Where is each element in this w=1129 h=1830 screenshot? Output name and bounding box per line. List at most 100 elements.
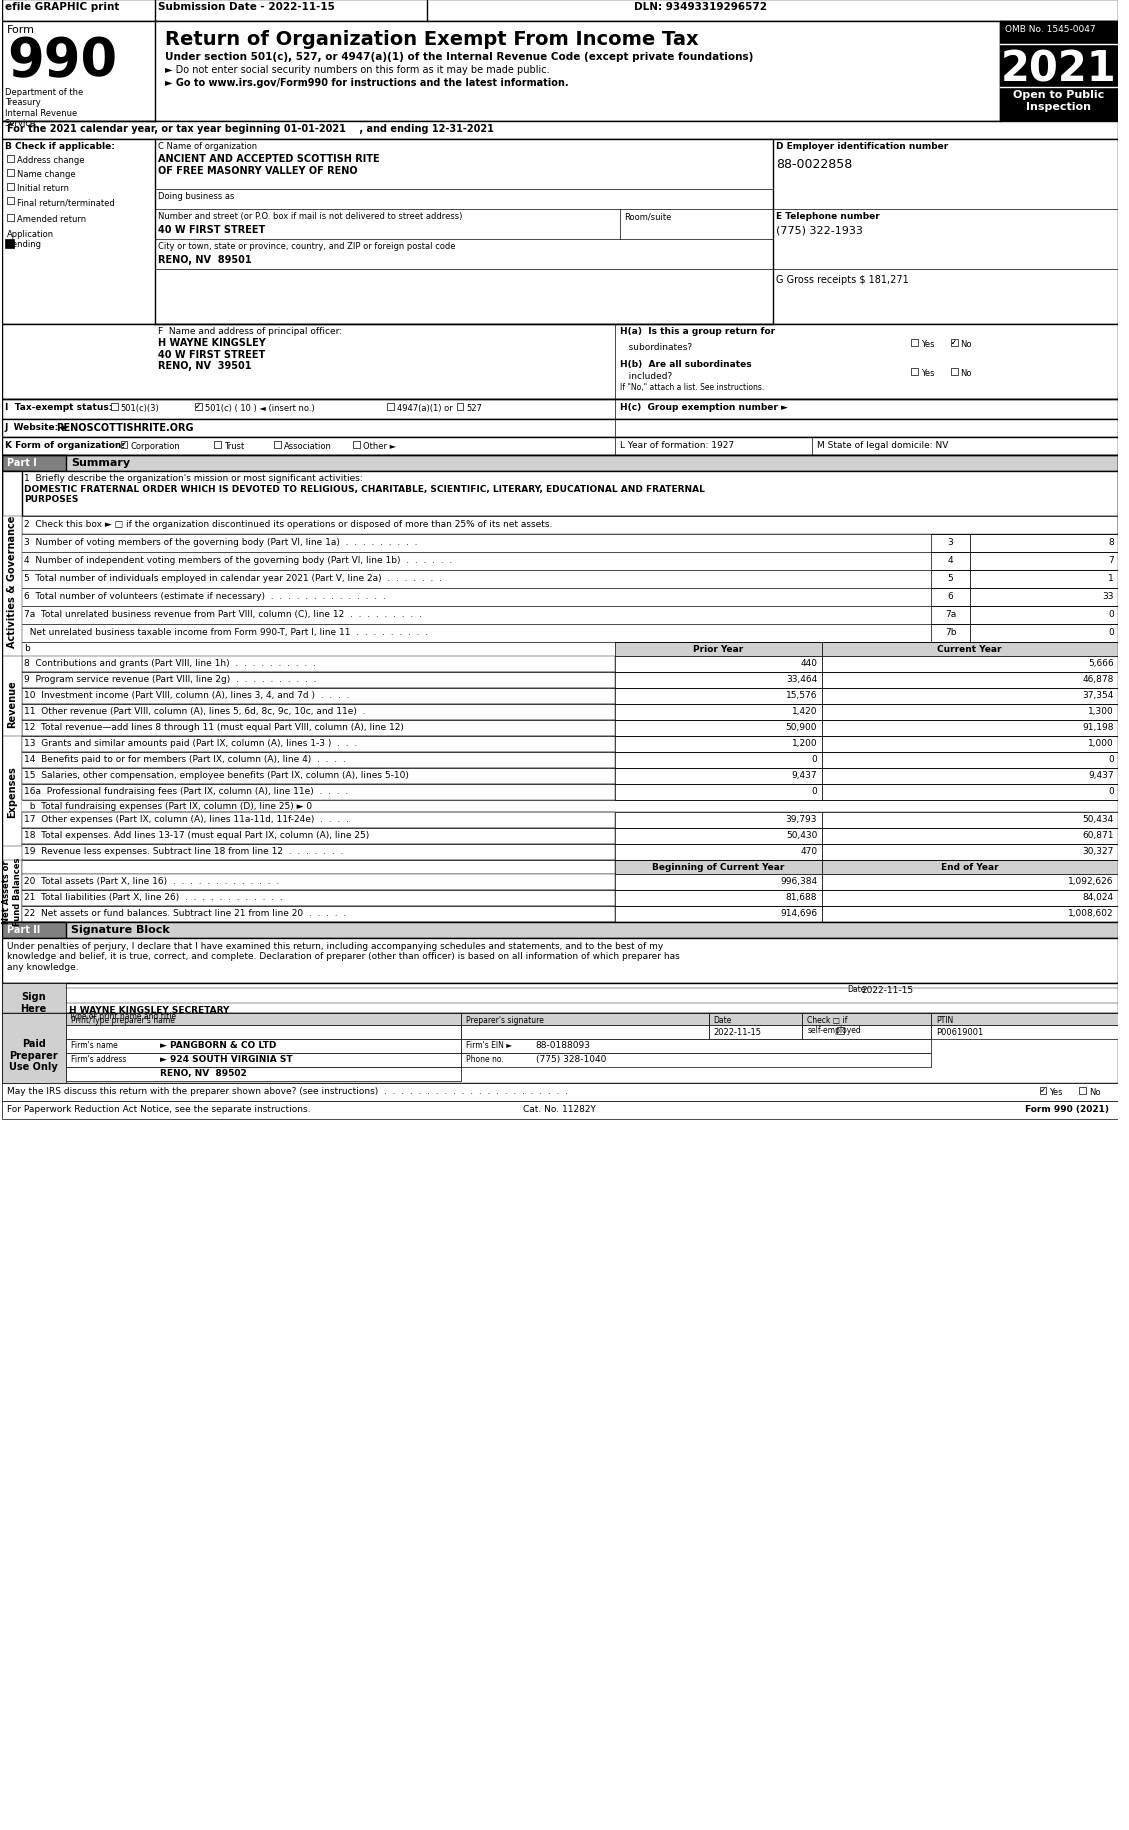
Text: 8  Contributions and grants (Part VIII, line 1h)  .  .  .  .  .  .  .  .  .  .: 8 Contributions and grants (Part VIII, l…: [24, 659, 316, 668]
Bar: [822, 705, 1118, 721]
Bar: [21, 657, 614, 673]
Text: 13  Grants and similar amounts paid (Part IX, column (A), lines 1-3 )  .  .  .: 13 Grants and similar amounts paid (Part…: [24, 739, 357, 748]
Bar: [2, 922, 67, 939]
Bar: [614, 785, 822, 800]
Bar: [930, 571, 971, 589]
Bar: [21, 752, 614, 769]
Bar: [21, 608, 930, 624]
Bar: [822, 813, 1118, 829]
Text: 11  Other revenue (Part VIII, column (A), lines 5, 6d, 8c, 9c, 10c, and 11e)  .: 11 Other revenue (Part VIII, column (A),…: [24, 706, 365, 716]
Text: Part II: Part II: [7, 924, 41, 935]
Text: Firm's name: Firm's name: [71, 1041, 117, 1049]
Bar: [971, 553, 1118, 571]
Bar: [614, 752, 822, 769]
Bar: [21, 516, 1118, 534]
Text: Final return/terminated: Final return/terminated: [17, 198, 114, 207]
Bar: [21, 571, 930, 589]
Text: 2022-11-15: 2022-11-15: [714, 1027, 761, 1036]
Bar: [1040, 1087, 1047, 1094]
Bar: [2, 983, 1118, 1014]
Bar: [2, 939, 1118, 983]
Bar: [822, 752, 1118, 769]
Bar: [7, 170, 14, 178]
Text: Room/suite: Room/suite: [624, 212, 672, 221]
Bar: [7, 156, 14, 163]
Bar: [822, 737, 1118, 752]
Bar: [951, 370, 957, 375]
Text: 501(c)(3): 501(c)(3): [121, 404, 159, 414]
Text: 1,008,602: 1,008,602: [1068, 908, 1113, 917]
Text: 1,420: 1,420: [791, 706, 817, 716]
Text: 4947(a)(1) or: 4947(a)(1) or: [397, 404, 453, 414]
Bar: [2, 419, 1118, 437]
Text: 0: 0: [812, 754, 817, 763]
Bar: [121, 441, 128, 448]
Text: 33,464: 33,464: [786, 675, 817, 684]
Text: 0: 0: [812, 787, 817, 796]
Text: Prior Year: Prior Year: [693, 644, 744, 653]
Bar: [614, 737, 822, 752]
Bar: [1079, 1087, 1086, 1094]
Text: 470: 470: [800, 847, 817, 856]
Bar: [21, 769, 614, 785]
Bar: [21, 642, 1118, 657]
Text: OMB No. 1545-0047: OMB No. 1545-0047: [1005, 26, 1095, 35]
Bar: [614, 875, 822, 891]
Bar: [930, 589, 971, 608]
Bar: [822, 875, 1118, 891]
Text: 22  Net assets or fund balances. Subtract line 21 from line 20  .  .  .  .  .: 22 Net assets or fund balances. Subtract…: [24, 908, 345, 917]
Bar: [1000, 22, 1118, 123]
Bar: [822, 642, 1118, 657]
Text: 18  Total expenses. Add lines 13-17 (must equal Part IX, column (A), line 25): 18 Total expenses. Add lines 13-17 (must…: [24, 831, 369, 840]
Bar: [837, 1027, 843, 1034]
Bar: [2, 1083, 1118, 1102]
Text: H(a)  Is this a group return for: H(a) Is this a group return for: [620, 328, 774, 337]
Bar: [21, 844, 614, 860]
Text: ✓: ✓: [1040, 1087, 1045, 1094]
Text: Print/Type preparer's name: Print/Type preparer's name: [71, 1016, 175, 1025]
Bar: [462, 1025, 709, 1039]
Bar: [930, 624, 971, 642]
Bar: [21, 673, 614, 688]
Text: May the IRS discuss this return with the preparer shown above? (see instructions: May the IRS discuss this return with the…: [7, 1087, 568, 1096]
Text: 16a  Professional fundraising fees (Part IX, column (A), line 11e)  .  .  .  .: 16a Professional fundraising fees (Part …: [24, 787, 348, 796]
Text: No: No: [1089, 1087, 1101, 1096]
Bar: [614, 906, 822, 922]
Text: Address change: Address change: [17, 156, 85, 165]
Text: ► Go to www.irs.gov/Form990 for instructions and the latest information.: ► Go to www.irs.gov/Form990 for instruct…: [165, 79, 569, 88]
Bar: [21, 534, 930, 553]
Text: Net Assets or
Fund Balances: Net Assets or Fund Balances: [2, 856, 21, 926]
Text: ✓: ✓: [195, 404, 201, 410]
Bar: [67, 1054, 462, 1067]
Text: 5: 5: [947, 573, 954, 582]
Text: 10  Investment income (Part VIII, column (A), lines 3, 4, and 7d )  .  .  .  .: 10 Investment income (Part VIII, column …: [24, 690, 349, 699]
Text: 81,688: 81,688: [786, 893, 817, 902]
Bar: [822, 673, 1118, 688]
Text: RENOSCOTTISHRITE.ORG: RENOSCOTTISHRITE.ORG: [56, 423, 194, 432]
Bar: [462, 1014, 709, 1025]
Text: 91,198: 91,198: [1083, 723, 1113, 732]
Text: 39,793: 39,793: [786, 814, 817, 824]
Bar: [822, 829, 1118, 844]
Bar: [2, 456, 1118, 922]
Text: No: No: [961, 340, 972, 350]
Bar: [709, 1014, 803, 1025]
Text: 15  Salaries, other compensation, employee benefits (Part IX, column (A), lines : 15 Salaries, other compensation, employe…: [24, 770, 409, 780]
Text: 84,024: 84,024: [1083, 893, 1113, 902]
Text: 4  Number of independent voting members of the governing body (Part VI, line 1b): 4 Number of independent voting members o…: [24, 556, 452, 565]
Bar: [21, 589, 930, 608]
Bar: [2, 1102, 1118, 1120]
Text: Yes: Yes: [921, 340, 935, 350]
Text: Revenue: Revenue: [7, 679, 17, 728]
Text: 17  Other expenses (Part IX, column (A), lines 11a-11d, 11f-24e)  .  .  .  .: 17 Other expenses (Part IX, column (A), …: [24, 814, 349, 824]
Text: 5,666: 5,666: [1088, 659, 1113, 668]
Text: Firm's address: Firm's address: [71, 1054, 126, 1063]
Bar: [2, 139, 1118, 324]
Text: 3: 3: [947, 538, 954, 547]
Bar: [21, 875, 614, 891]
Text: 990: 990: [7, 35, 117, 88]
Bar: [21, 705, 614, 721]
Text: J  Website: ►: J Website: ►: [5, 423, 69, 432]
Text: 1,000: 1,000: [1088, 739, 1113, 748]
Text: 527: 527: [466, 404, 482, 414]
